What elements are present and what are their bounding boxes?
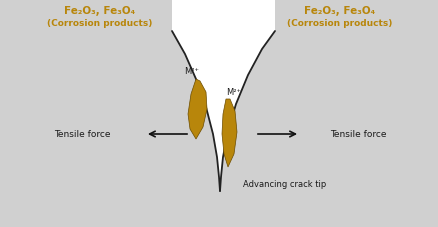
Text: Advancing crack tip: Advancing crack tip — [243, 180, 326, 189]
Text: M²⁺: M²⁺ — [184, 67, 199, 76]
Text: (Corrosion products): (Corrosion products) — [47, 20, 152, 28]
Text: Fe₂O₃, Fe₃O₄: Fe₂O₃, Fe₃O₄ — [304, 6, 374, 16]
Polygon shape — [0, 32, 438, 227]
Text: Tensile force: Tensile force — [329, 130, 385, 139]
Text: M²⁺: M²⁺ — [226, 88, 241, 97]
Bar — [0, 0, 438, 32]
Text: Fe₂O₃, Fe₃O₄: Fe₂O₃, Fe₃O₄ — [64, 6, 135, 16]
Text: (Corrosion products): (Corrosion products) — [286, 20, 392, 28]
Text: Tensile force: Tensile force — [53, 130, 110, 139]
Polygon shape — [222, 100, 237, 167]
Polygon shape — [172, 0, 274, 191]
Bar — [0, 32, 438, 227]
Polygon shape — [187, 80, 207, 139]
